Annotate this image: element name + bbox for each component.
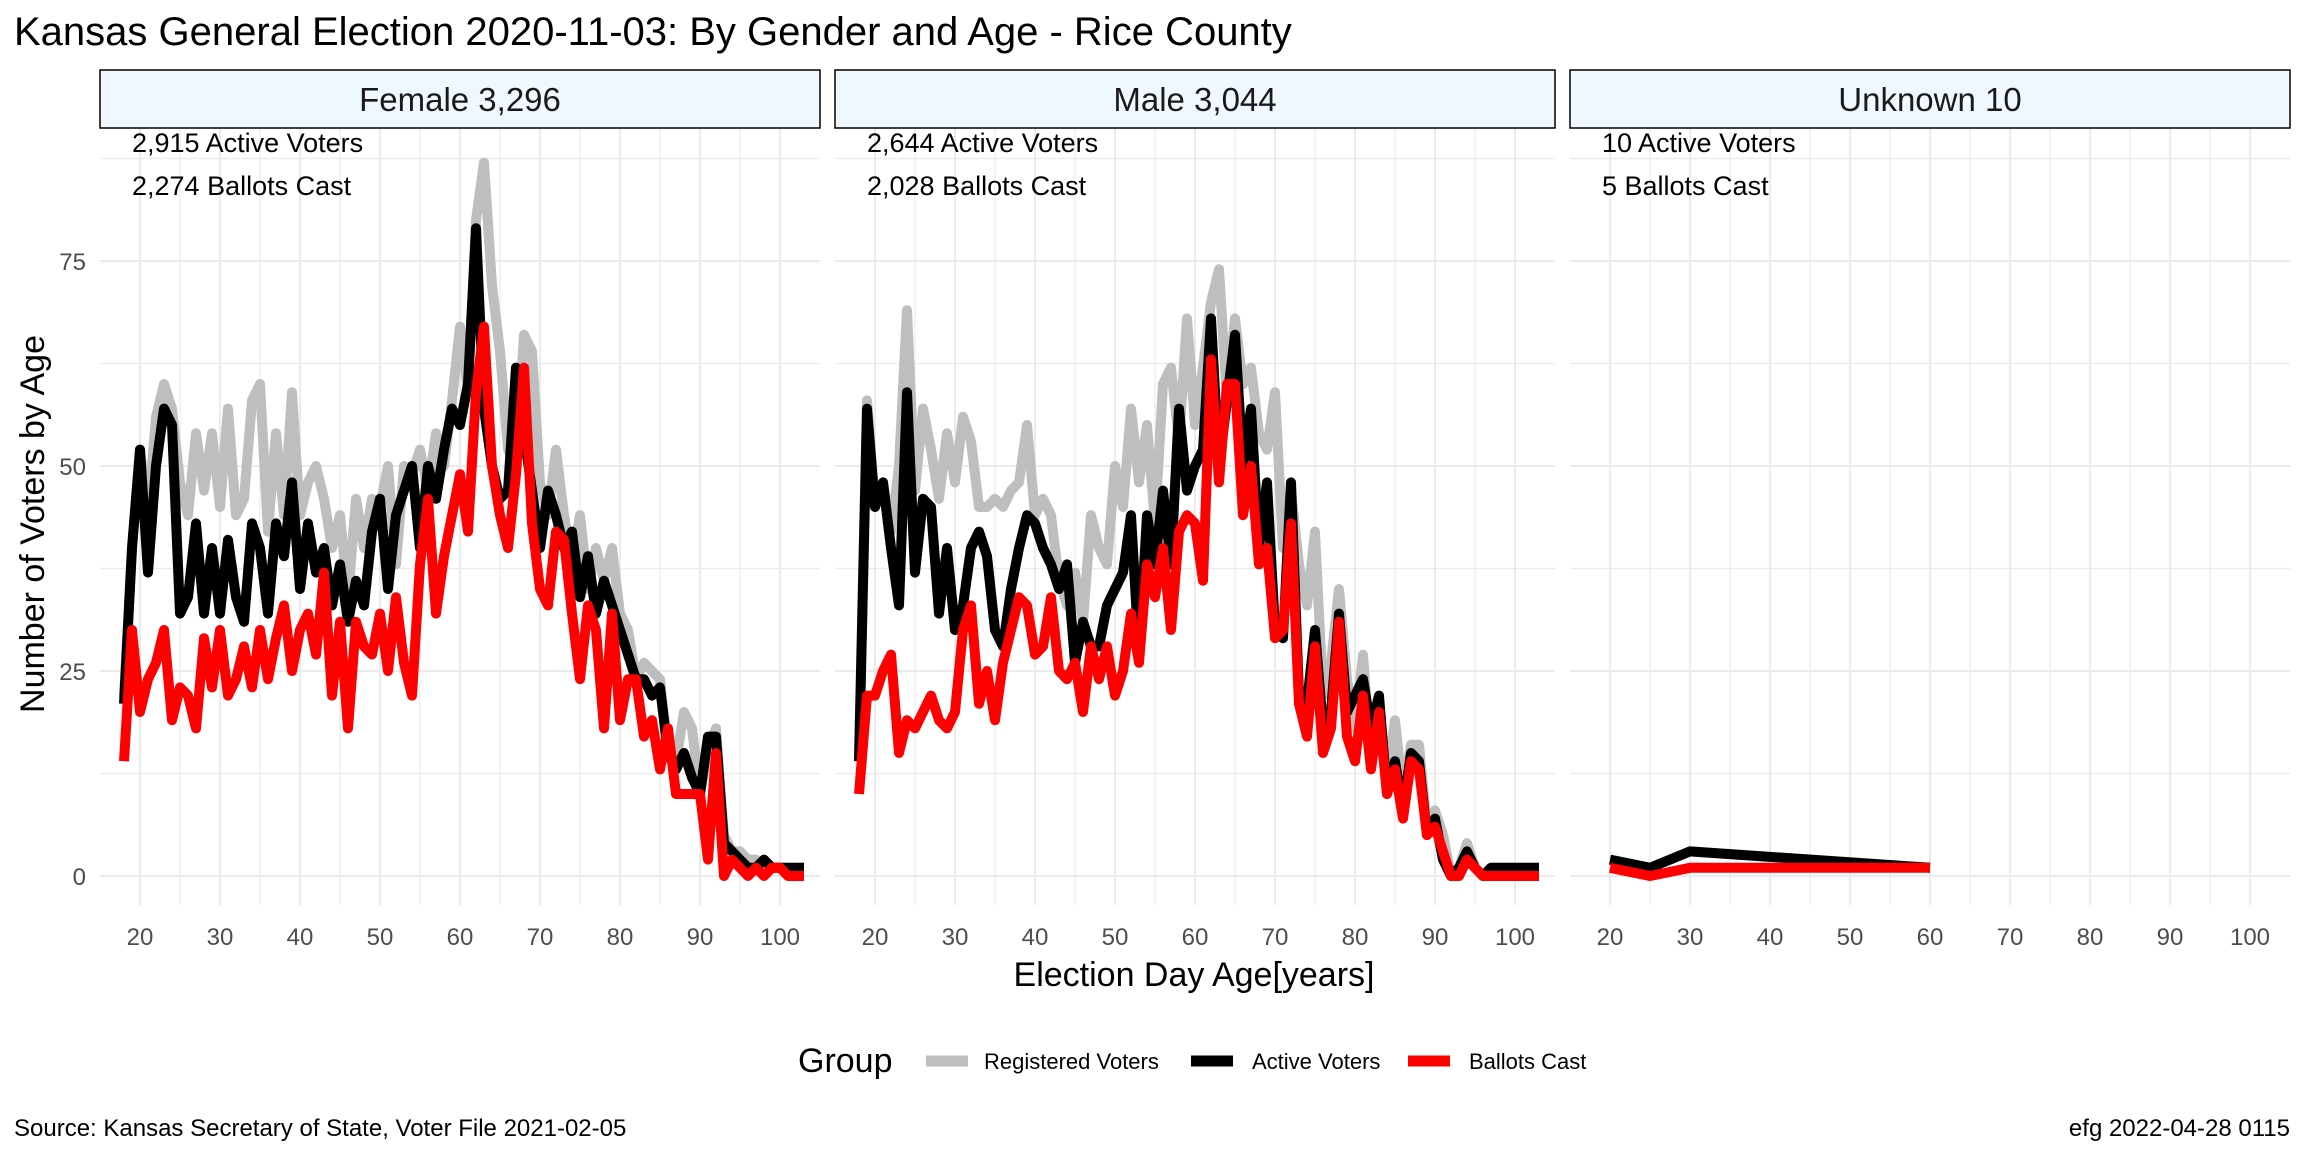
source-caption: Source: Kansas Secretary of State, Voter… — [14, 1115, 626, 1142]
ballots-cast-annotation: 5 Ballots Cast — [1602, 171, 1769, 201]
x-tick-label: 40 — [287, 924, 314, 951]
x-tick-label: 50 — [367, 924, 394, 951]
facet-strip — [1569, 69, 2291, 129]
series-line-ballots-cast — [119, 321, 804, 881]
facet-strip — [99, 69, 821, 129]
legend-label: Registered Voters — [984, 1049, 1159, 1074]
facet-panel: Male 3,044 2,644 Active Voters 2,028 Ballo… — [834, 69, 1556, 951]
x-tick-label: 30 — [1677, 924, 1704, 951]
series-line-registered-voters — [119, 157, 804, 873]
facet-strip-label: Male 3,044 — [1113, 81, 1276, 118]
x-tick-label: 90 — [687, 924, 714, 951]
x-tick-label: 40 — [1022, 924, 1049, 951]
x-tick-label: 70 — [527, 924, 554, 951]
series-line-active-voters — [1608, 846, 1931, 873]
x-tick-label: 20 — [1597, 924, 1624, 951]
y-tick-label: 0 — [73, 864, 86, 891]
series-line-active-voters — [119, 223, 804, 873]
x-tick-label: 50 — [1837, 924, 1864, 951]
facet-panel: Unknown 10 10 Active Voters 5 Ballots Cast… — [1569, 69, 2291, 951]
x-axis-label: Election Day Age[years] — [1014, 956, 1375, 994]
legend-label: Ballots Cast — [1469, 1049, 1586, 1074]
x-tick-label: 60 — [447, 924, 474, 951]
x-tick-label: 90 — [1422, 924, 1449, 951]
facet-strip-label: Female 3,296 — [359, 81, 561, 118]
x-tick-label: 30 — [942, 924, 969, 951]
x-tick-label: 40 — [1757, 924, 1784, 951]
series-line-ballots-cast — [1608, 862, 1930, 881]
y-tick-label: 75 — [59, 249, 86, 276]
x-tick-label: 20 — [127, 924, 154, 951]
x-tick-label: 30 — [207, 924, 234, 951]
y-tick-label: 50 — [59, 454, 86, 481]
active-voters-annotation: 2,915 Active Voters — [132, 128, 363, 158]
facet-panels: Female 3,296 2,915 Active Voters 2,274 Bal… — [59, 69, 2291, 951]
y-axis-label: Number of Voters by Age — [14, 335, 52, 713]
x-tick-label: 50 — [1102, 924, 1129, 951]
facet-panel: Female 3,296 2,915 Active Voters 2,274 Bal… — [59, 69, 821, 951]
x-tick-label: 60 — [1917, 924, 1944, 951]
facet-strip-label: Unknown 10 — [1838, 81, 2021, 118]
legend-label: Active Voters — [1252, 1049, 1380, 1074]
x-tick-label: 70 — [1997, 924, 2024, 951]
active-voters-annotation: 10 Active Voters — [1602, 128, 1796, 158]
ballots-cast-annotation: 2,028 Ballots Cast — [867, 171, 1087, 201]
x-tick-label: 60 — [1182, 924, 1209, 951]
facet-strip — [834, 69, 1556, 129]
series-line-ballots-cast — [854, 354, 1539, 881]
x-tick-label: 100 — [2230, 924, 2270, 951]
legend-title: Group — [798, 1042, 893, 1080]
x-tick-label: 100 — [1495, 924, 1535, 951]
ballots-cast-annotation: 2,274 Ballots Cast — [132, 171, 352, 201]
x-tick-label: 80 — [2077, 924, 2104, 951]
credit-caption: efg 2022-04-28 0115 — [2069, 1115, 2290, 1142]
y-tick-label: 25 — [59, 659, 86, 686]
x-tick-label: 20 — [862, 924, 889, 951]
chart-title: Kansas General Election 2020-11-03: By G… — [14, 10, 1292, 54]
x-tick-label: 100 — [760, 924, 800, 951]
active-voters-annotation: 2,644 Active Voters — [867, 128, 1098, 158]
x-tick-label: 80 — [1342, 924, 1369, 951]
x-tick-label: 90 — [2157, 924, 2184, 951]
x-tick-label: 70 — [1262, 924, 1289, 951]
x-tick-label: 80 — [607, 924, 634, 951]
legend: Group Registered Voters Active Voters Ballo… — [798, 1042, 1586, 1080]
